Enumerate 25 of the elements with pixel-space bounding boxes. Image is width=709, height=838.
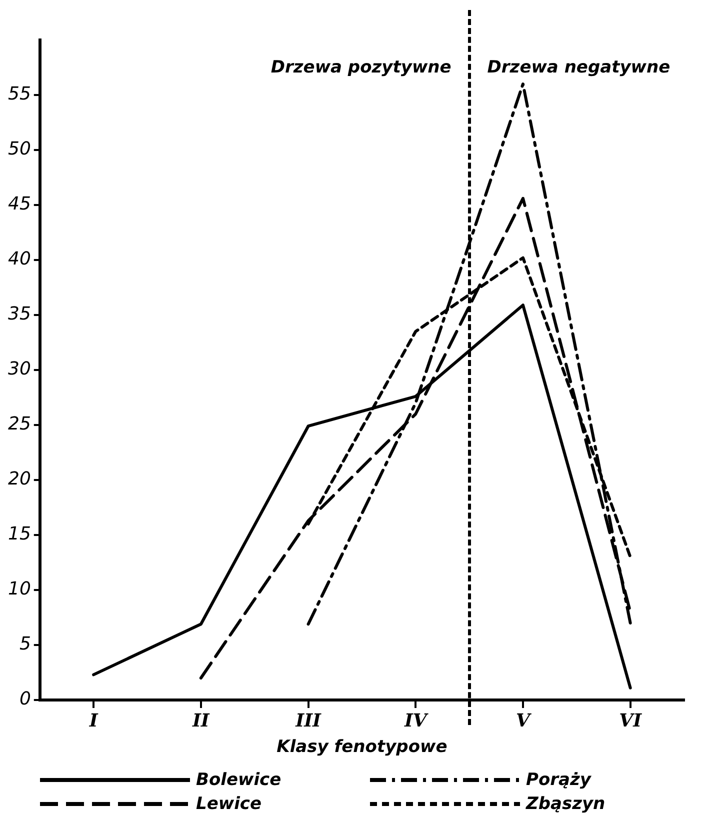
x-tick-label: I xyxy=(88,710,98,732)
x-tick-label: III xyxy=(294,710,322,732)
legend-label: Zbąszyn xyxy=(526,794,606,814)
annotation: Drzewa negatywne xyxy=(487,57,670,78)
x-tick-label: V xyxy=(516,710,532,732)
legend-label: Bolewice xyxy=(196,770,282,790)
y-tick-label: 5 xyxy=(19,634,31,655)
annotation: Drzewa pozytywne xyxy=(270,57,452,78)
y-tick-label: 55 xyxy=(8,84,31,105)
y-tick-label: 15 xyxy=(8,524,31,545)
y-tick-label: 50 xyxy=(8,138,31,160)
y-tick-label: 0 xyxy=(19,688,31,710)
y-tick-label: 30 xyxy=(8,358,31,380)
x-tick-label: VI xyxy=(619,710,642,732)
x-tick-label: II xyxy=(192,710,210,732)
y-tick-label: 35 xyxy=(8,304,31,325)
y-tick-label: 10 xyxy=(8,578,31,600)
legend-label: Porąży xyxy=(526,770,591,790)
x-axis-title: Klasy fenotypowe xyxy=(276,737,448,758)
y-tick-label: 20 xyxy=(8,468,31,490)
y-tick-label: 25 xyxy=(8,414,31,435)
y-tick-label: 45 xyxy=(8,194,31,215)
legend-label: Lewice xyxy=(196,794,262,814)
y-tick-label: 40 xyxy=(8,248,31,270)
x-tick-label: IV xyxy=(403,710,429,732)
